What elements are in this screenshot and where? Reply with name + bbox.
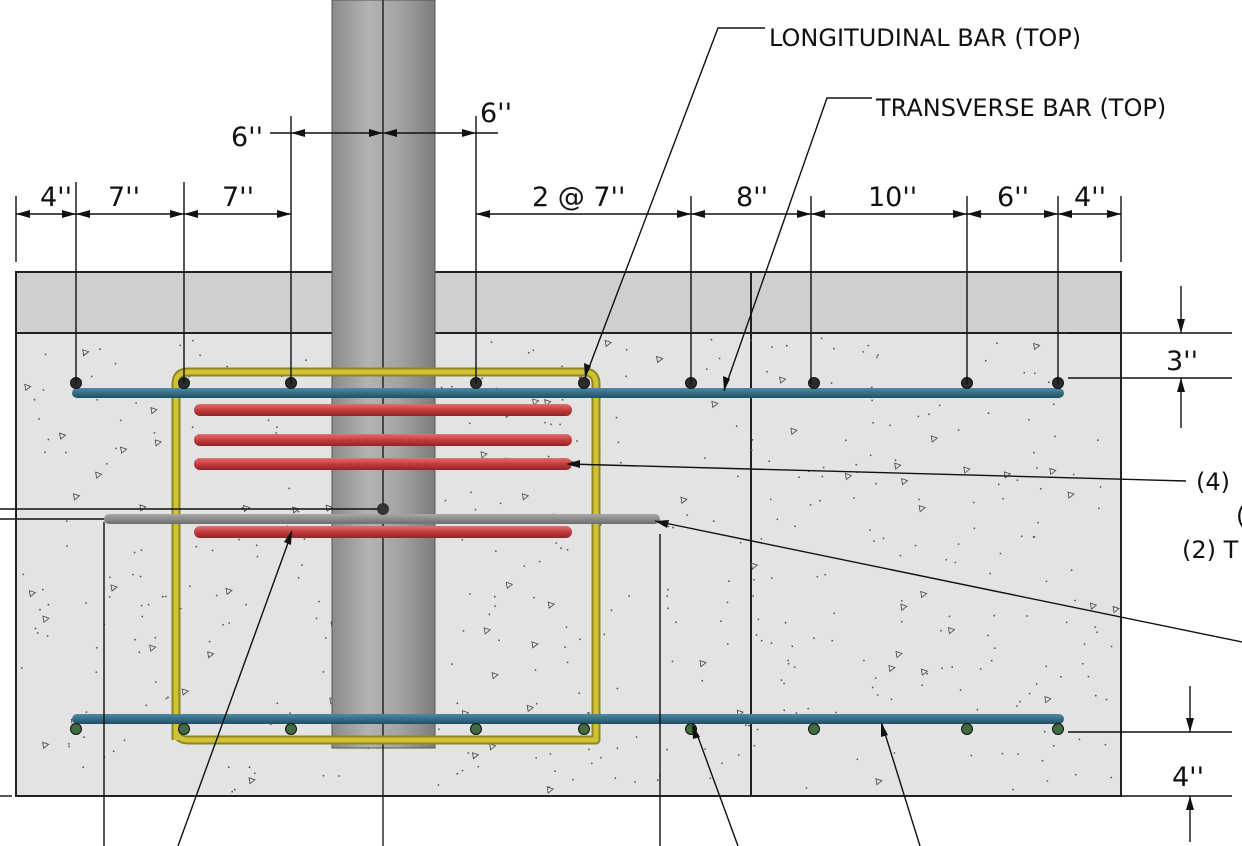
dim-cover-top: 3'' <box>1166 346 1198 377</box>
pavement-slab <box>15 271 1122 334</box>
label-transverse-bar-top: TRANSVERSE BAR (TOP) <box>875 94 1166 122</box>
red-bar-2 <box>194 434 572 446</box>
pole-center-point <box>377 503 389 515</box>
longitudinal-bar-dot <box>70 723 82 735</box>
dim-6: 6'' <box>997 182 1029 213</box>
label-longitudinal-bar-top: LONGITUDINAL BAR (TOP) <box>769 24 1081 52</box>
red-bar-3 <box>194 458 572 470</box>
longitudinal-bar-dot <box>178 723 190 735</box>
longitudinal-bar-dot <box>470 723 482 735</box>
longitudinal-bar-dot <box>578 723 590 735</box>
dim-8: 8'' <box>736 182 768 213</box>
dim-pole-right: 6'' <box>480 98 512 129</box>
dim-cover-bottom: 4'' <box>1172 762 1204 793</box>
red-bar-4 <box>194 526 572 538</box>
label-callout-2t: (2) T <box>1182 536 1239 564</box>
transverse-bar-bottom <box>72 714 1064 724</box>
dimension-lines <box>0 116 1232 842</box>
callout-leaders <box>103 27 1242 846</box>
dim-7-a: 7'' <box>108 182 140 213</box>
dim-2-at-7: 2 @ 7'' <box>532 182 625 213</box>
transverse-bar-top <box>72 388 1064 398</box>
red-bar-1 <box>194 404 572 416</box>
longitudinal-bar-dot <box>808 723 820 735</box>
longitudinal-bar-dot <box>285 723 297 735</box>
longitudinal-bar-dot <box>578 377 590 389</box>
concrete-aggregate-texture <box>20 337 1120 794</box>
red-bars <box>194 404 572 538</box>
dim-pole-left: 6'' <box>231 122 263 153</box>
gray-bar <box>104 514 660 524</box>
label-callout-cut: ( <box>1236 502 1242 530</box>
longitudinal-bar-dot <box>1052 723 1064 735</box>
dim-10: 10'' <box>868 182 917 213</box>
longitudinal-bar-dot <box>961 723 973 735</box>
dim-4-right: 4'' <box>1074 182 1106 213</box>
longitudinal-bars-bottom <box>70 723 1064 735</box>
dim-4-left: 4'' <box>40 182 72 213</box>
dim-7-b: 7'' <box>222 182 254 213</box>
stirrup-cage <box>173 369 599 743</box>
label-callout-4: (4) <box>1196 468 1230 496</box>
longitudinal-bar-dot <box>808 377 820 389</box>
